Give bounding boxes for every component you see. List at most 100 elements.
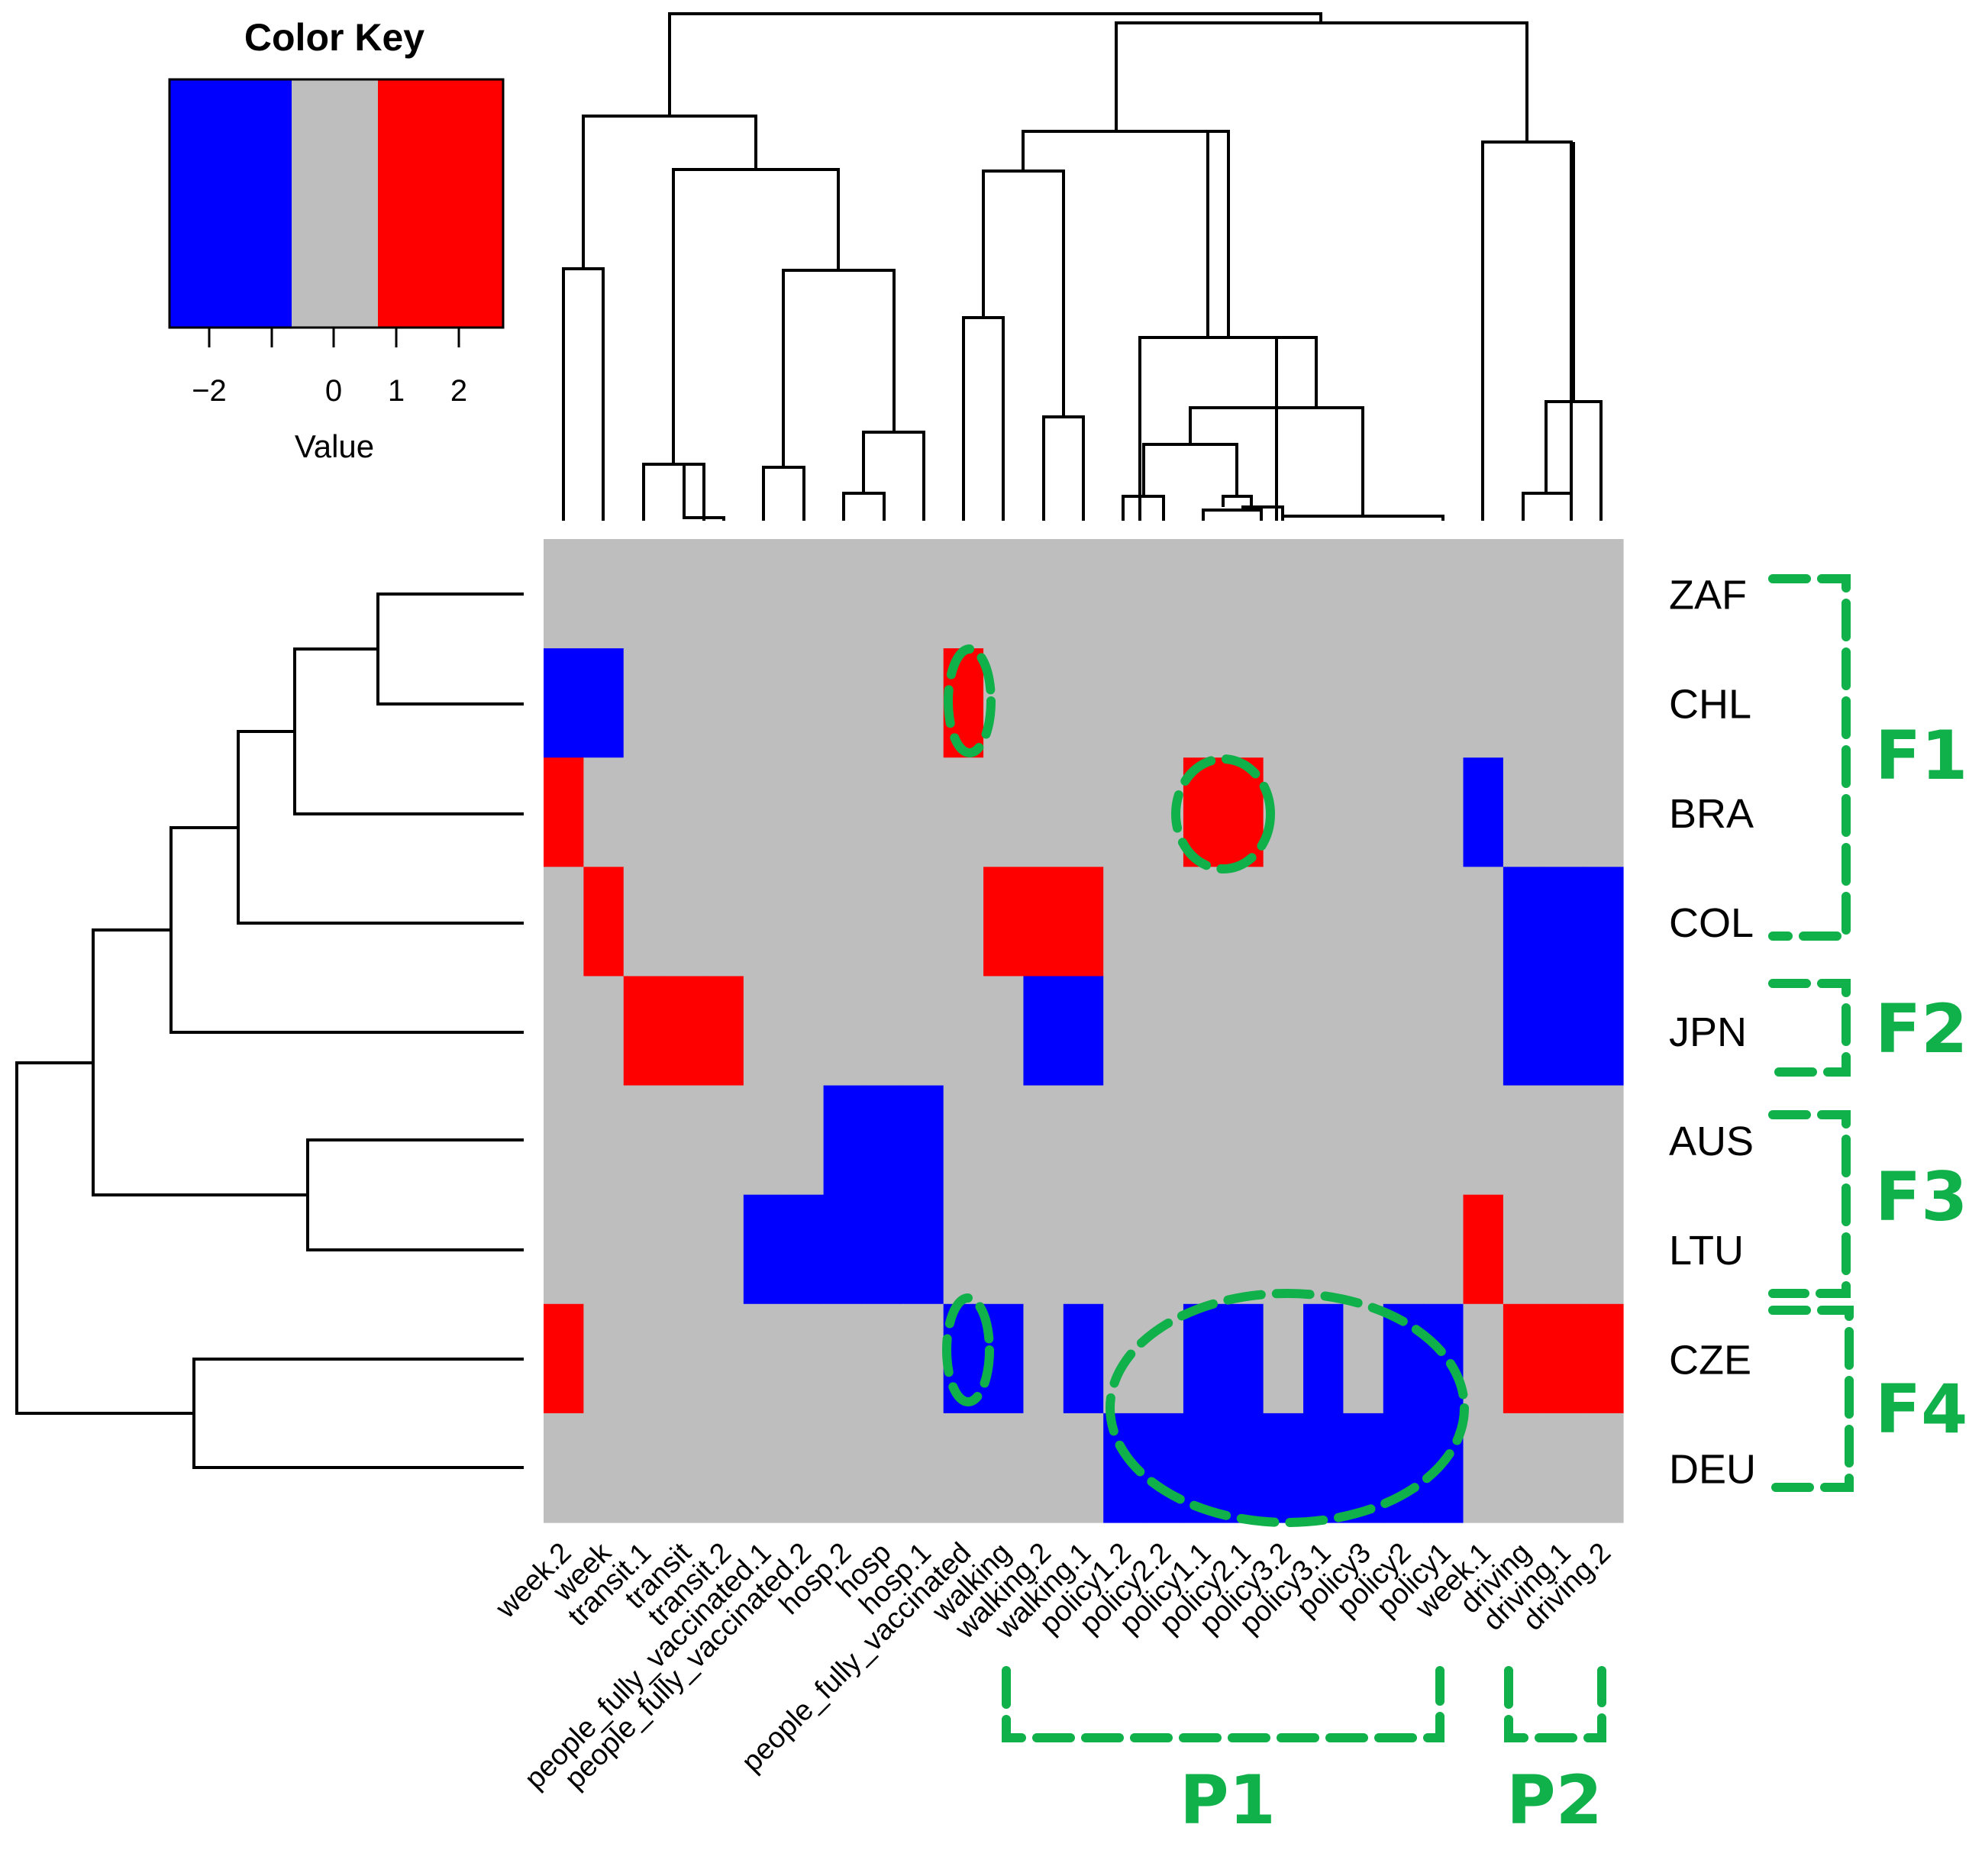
heat-cell-deu-hosp-2 — [823, 1413, 864, 1523]
heat-cell-ltu-people-fully-vaccinated-2 — [783, 1194, 825, 1305]
heat-cell-ltu-people-fully-vaccinated — [943, 1194, 984, 1305]
heat-cell-zaf-policy1-2 — [1103, 539, 1144, 649]
heat-cell-bra-hosp — [863, 757, 904, 867]
heat-cell-chl-hosp-1 — [903, 648, 944, 758]
heat-cell-cze-week-2 — [544, 1303, 584, 1414]
heat-cell-jpn-transit-2 — [703, 976, 744, 1087]
heat-cell-cze-driving-2 — [1583, 1303, 1624, 1414]
heat-cell-col-walking-2 — [1023, 867, 1064, 977]
heat-cell-col-policy2-2 — [1143, 867, 1184, 977]
heat-cell-jpn-people-fully-vaccinated-1 — [743, 976, 784, 1087]
heat-cell-aus-driving-2 — [1583, 1085, 1624, 1196]
heat-cell-col-people-fully-vaccinated — [943, 867, 984, 977]
heat-cell-jpn-policy3-2 — [1263, 976, 1304, 1087]
heat-cell-chl-week-2 — [544, 648, 584, 758]
heat-cell-cze-week — [583, 1303, 625, 1414]
heat-cell-zaf-policy3 — [1343, 539, 1384, 649]
heat-cell-deu-driving-1 — [1543, 1413, 1584, 1523]
heat-cell-ltu-transit — [663, 1194, 705, 1305]
heat-cell-bra-policy2 — [1383, 757, 1424, 867]
heat-cell-zaf-walking-2 — [1023, 539, 1064, 649]
heat-cell-bra-hosp-2 — [823, 757, 864, 867]
heat-cell-chl-policy2 — [1383, 648, 1424, 758]
heat-cell-chl-driving — [1503, 648, 1544, 758]
heat-cell-bra-driving-2 — [1583, 757, 1624, 867]
heat-cell-jpn-policy1-1 — [1183, 976, 1224, 1087]
column-labels: week.2weektransit.1transittransit.2peopl… — [489, 1536, 1617, 1796]
heat-cell-aus-week-1 — [1463, 1085, 1504, 1196]
heat-cell-deu-people-fully-vaccinated-2 — [783, 1413, 825, 1523]
heat-cell-aus-transit — [663, 1085, 705, 1196]
row-label-deu: DEU — [1669, 1446, 1756, 1492]
heat-cell-deu-driving — [1503, 1413, 1544, 1523]
heat-cell-deu-hosp-1 — [903, 1413, 944, 1523]
heat-cell-bra-driving — [1503, 757, 1544, 867]
heat-cell-zaf-hosp — [863, 539, 904, 649]
heat-cell-cze-week-1 — [1463, 1303, 1504, 1414]
heat-cell-chl-policy1-2 — [1103, 648, 1144, 758]
heat-cell-cze-policy2-2 — [1143, 1303, 1184, 1414]
heat-cell-deu-transit-2 — [703, 1413, 744, 1523]
heat-cell-cze-transit-1 — [623, 1303, 664, 1414]
heat-cell-aus-people-fully-vaccinated-2 — [783, 1085, 825, 1196]
heat-cell-zaf-driving — [1503, 539, 1544, 649]
heat-cell-deu-week — [583, 1413, 625, 1523]
heat-cell-cze-people-fully-vaccinated-2 — [783, 1303, 825, 1414]
heat-cell-jpn-driving-2 — [1583, 976, 1624, 1087]
heat-cell-cze-transit-2 — [703, 1303, 744, 1414]
heat-cell-jpn-policy1-2 — [1103, 976, 1144, 1087]
heat-cell-col-week — [583, 867, 625, 977]
heat-cell-chl-transit-2 — [703, 648, 744, 758]
heat-cell-deu-transit-1 — [623, 1413, 664, 1523]
heat-cell-jpn-driving-1 — [1543, 976, 1584, 1087]
heat-cell-col-week-2 — [544, 867, 584, 977]
bracket-f3 — [1768, 1110, 1851, 1298]
heat-cell-aus-policy2-2 — [1143, 1085, 1184, 1196]
heat-cell-jpn-hosp-1 — [903, 976, 944, 1087]
heat-cell-jpn-week-1 — [1463, 976, 1504, 1087]
heat-cell-col-policy2 — [1383, 867, 1424, 977]
heat-cell-cze-policy3 — [1343, 1303, 1384, 1414]
heat-cell-ltu-week-2 — [544, 1194, 584, 1305]
heat-cell-aus-policy1-2 — [1103, 1085, 1144, 1196]
heat-cell-bra-transit — [663, 757, 705, 867]
heat-cell-aus-policy1 — [1423, 1085, 1464, 1196]
heat-cell-ltu-people-fully-vaccinated-1 — [743, 1194, 784, 1305]
group-label-p2: P2 — [1506, 1761, 1603, 1839]
heat-cell-ltu-driving — [1503, 1194, 1544, 1305]
heat-cell-cze-driving-1 — [1543, 1303, 1584, 1414]
heat-cell-cze-people-fully-vaccinated-1 — [743, 1303, 784, 1414]
color-key-high — [378, 79, 503, 328]
heat-cell-aus-policy2 — [1383, 1085, 1424, 1196]
color-key-low — [169, 79, 292, 328]
heat-cell-jpn-walking-1 — [1063, 976, 1104, 1087]
heat-cell-bra-policy3 — [1343, 757, 1384, 867]
heat-cell-ltu-driving-1 — [1543, 1194, 1584, 1305]
heat-cell-ltu-policy1 — [1423, 1194, 1464, 1305]
annotation-ellipse-policy-block — [1106, 1289, 1469, 1527]
heat-cell-chl-transit — [663, 648, 705, 758]
heat-cell-zaf-week — [583, 539, 625, 649]
heat-cell-cze-walking-1 — [1063, 1303, 1104, 1414]
heat-cell-col-transit-1 — [623, 867, 664, 977]
heat-cell-cze-walking-2 — [1023, 1303, 1064, 1414]
heat-cell-ltu-policy2-1 — [1223, 1194, 1264, 1305]
heat-cell-ltu-policy2 — [1383, 1194, 1424, 1305]
heat-cell-bra-people-fully-vaccinated-2 — [783, 757, 825, 867]
heat-cell-jpn-week-2 — [544, 976, 584, 1087]
heat-cell-jpn-walking-2 — [1023, 976, 1064, 1087]
group-label-p1: P1 — [1180, 1761, 1276, 1839]
bracket-f2 — [1768, 979, 1851, 1077]
heat-cell-zaf-people-fully-vaccinated-1 — [743, 539, 784, 649]
heat-cell-ltu-hosp — [863, 1194, 904, 1305]
heat-cell-jpn-policy3 — [1343, 976, 1384, 1087]
heat-cell-chl-policy2-1 — [1223, 648, 1264, 758]
heat-cell-deu-walking-1 — [1063, 1413, 1104, 1523]
heat-cell-jpn-walking — [983, 976, 1025, 1087]
heat-cell-bra-week — [583, 757, 625, 867]
heat-cell-col-hosp-2 — [823, 867, 864, 977]
heat-cell-chl-walking-2 — [1023, 648, 1064, 758]
heat-cell-col-people-fully-vaccinated-1 — [743, 867, 784, 977]
heat-cell-ltu-policy2-2 — [1143, 1194, 1184, 1305]
